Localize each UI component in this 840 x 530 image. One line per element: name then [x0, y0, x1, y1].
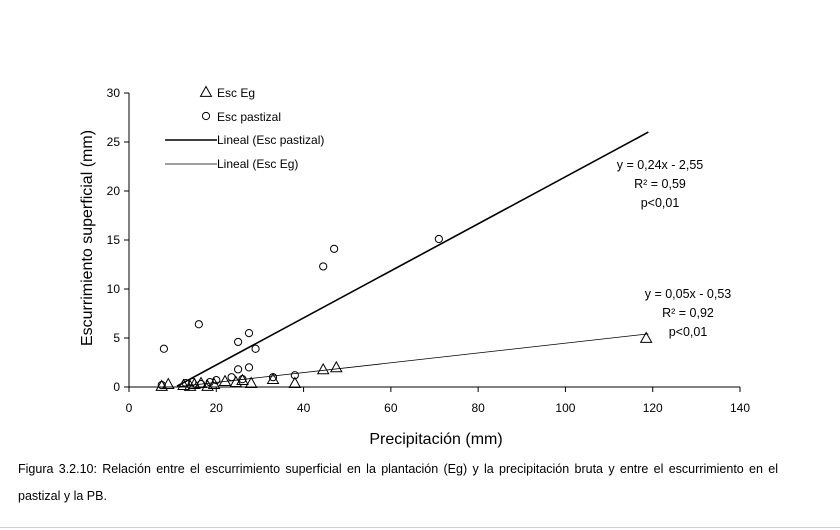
- data-point-pastizal: [159, 344, 169, 353]
- data-point-eg: [177, 378, 190, 390]
- data-point-pastizal: [157, 380, 166, 390]
- data-point-pastizal: [330, 244, 339, 253]
- y-tick-label: 30: [107, 86, 121, 100]
- trendline-annotation-r-squared: R² = 0,59: [634, 177, 686, 191]
- x-tick-label: 120: [643, 401, 663, 415]
- x-tick-label: 80: [471, 401, 485, 415]
- data-point-eg: [266, 372, 280, 385]
- data-point-pastizal: [234, 365, 243, 374]
- trendline-annotation-equation: y = 0,24x - 2,55: [617, 158, 704, 172]
- data-point-pastizal: [194, 320, 203, 329]
- x-tick-label: 20: [210, 401, 224, 415]
- trendline-annotation-p-value: p<0,01: [669, 325, 708, 339]
- x-axis-label: Precipitación (mm): [369, 431, 502, 448]
- data-point-pastizal: [268, 373, 278, 382]
- data-point-pastizal: [227, 373, 236, 382]
- legend-marker-pastizal: [201, 111, 211, 121]
- x-tick-label: 140: [730, 401, 750, 415]
- trendline-annotations: y = 0,24x - 2,55 R² = 0,59 p<0,01 y = 0,05x…: [617, 158, 732, 339]
- x-tick-label: 60: [384, 401, 398, 415]
- data-point-pastizal: [196, 379, 206, 389]
- trendlines: [176, 131, 649, 388]
- trendline-annotation-p-value: p<0,01: [641, 196, 680, 210]
- data-point-pastizal: [319, 262, 328, 271]
- x-ticks: 0 20 40 60 80 100 120 140: [126, 387, 750, 415]
- figure-caption: Figura 3.2.10: Relación entre el escurri…: [18, 462, 778, 503]
- x-tick-label: 0: [126, 401, 133, 415]
- y-axis-label: Escurrimiento superficial (mm): [79, 130, 96, 346]
- y-tick-label: 25: [107, 135, 121, 149]
- legend-marker-eg: [199, 85, 213, 97]
- data-point-pastizal: [251, 344, 260, 353]
- data-point-eg: [316, 362, 330, 375]
- data-point-eg: [244, 376, 258, 388]
- data-markers: [155, 234, 653, 391]
- data-point-pastizal: [434, 234, 443, 244]
- trendline-annotation-equation: y = 0,05x - 0,53: [645, 287, 732, 301]
- legend-label: Lineal (Esc pastizal): [217, 133, 324, 147]
- y-tick-label: 15: [107, 233, 121, 247]
- trendline-annotation-r-squared: R² = 0,92: [662, 306, 714, 320]
- trendline-eg: [176, 333, 649, 388]
- legend-label: Esc Eg: [217, 86, 255, 100]
- data-point-pastizal: [244, 363, 254, 372]
- x-tick-label: 40: [297, 401, 311, 415]
- data-point-pastizal: [181, 378, 190, 388]
- legend-label: Lineal (Esc Eg): [217, 157, 298, 171]
- y-ticks: 0 5 10 15 20 25 30: [107, 86, 129, 394]
- data-point-eg: [288, 376, 302, 388]
- data-point-eg: [329, 360, 343, 373]
- trendline-pastizal: [176, 131, 649, 387]
- data-point-pastizal: [212, 376, 221, 385]
- y-tick-label: 0: [113, 380, 120, 394]
- legend-label: Esc pastizal: [217, 110, 281, 124]
- data-point-pastizal: [244, 329, 254, 338]
- data-point-pastizal: [188, 378, 197, 387]
- y-tick-label: 5: [113, 331, 120, 345]
- legend: Esc Eg Esc pastizal Lineal (Esc pastizal) L…: [165, 85, 324, 171]
- data-point-eg: [236, 373, 249, 386]
- bottom-divider: [0, 527, 840, 528]
- y-tick-label: 10: [107, 282, 121, 296]
- data-point-eg: [639, 331, 653, 343]
- y-tick-label: 20: [107, 184, 121, 198]
- data-point-eg: [218, 374, 232, 387]
- data-point-pastizal: [290, 371, 299, 380]
- data-point-pastizal: [234, 337, 243, 347]
- data-point-pastizal: [238, 375, 247, 384]
- x-tick-label: 100: [555, 401, 575, 415]
